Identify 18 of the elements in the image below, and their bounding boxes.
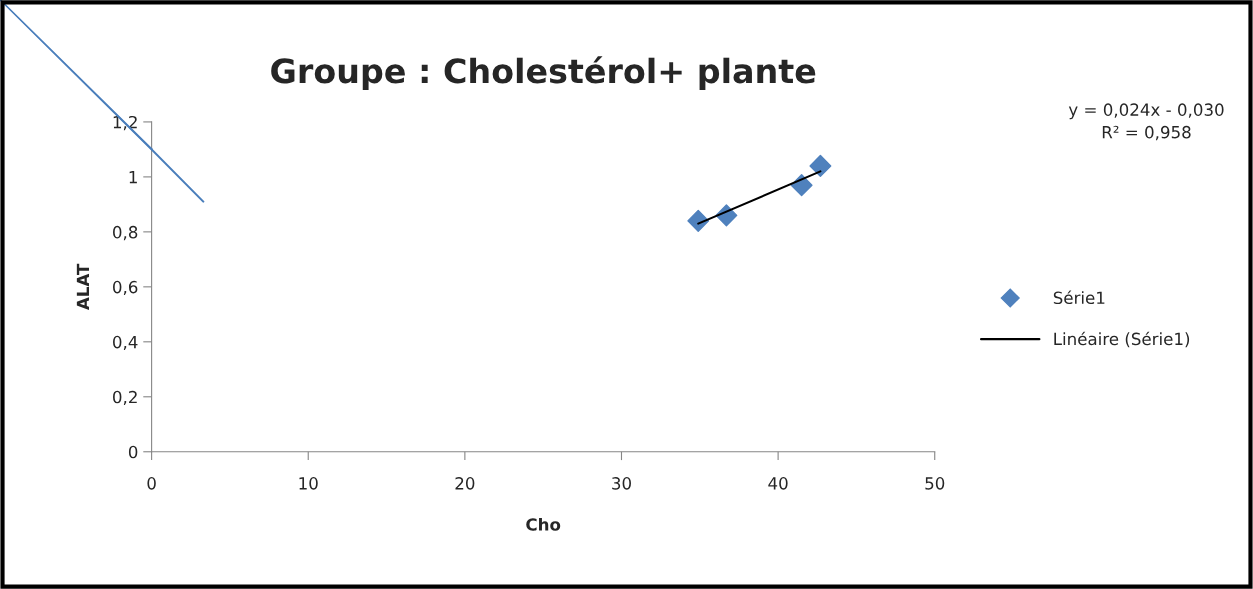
x-tick-label: 20	[455, 477, 475, 490]
y-axis-title: ALAT	[76, 263, 89, 311]
y-tick-label: 0,6	[113, 280, 138, 296]
x-tick-label: 40	[768, 477, 788, 490]
y-tick-label: 1	[129, 171, 137, 184]
text: y = 0,024x - 0,030 R² = 0,958	[1068, 103, 1224, 141]
x-tick-label: 50	[925, 477, 945, 490]
x-axis-title: Cho	[526, 517, 561, 531]
y-tick-label: 0,4	[113, 335, 138, 351]
y-tick-label: 0	[128, 445, 138, 459]
y-tick-label: 0,2	[113, 390, 137, 406]
x-tick-label: 30	[612, 477, 631, 490]
legend-label: Série1	[1053, 290, 1105, 305]
chart-title: Groupe : Cholestérol+ plante	[271, 56, 816, 90]
x-tick-label: 10	[299, 477, 318, 490]
legend-label: Linéaire (Série1)	[1054, 331, 1190, 348]
x-tick-label: 0	[147, 477, 156, 490]
y-tick-label: 0,8	[113, 225, 138, 241]
